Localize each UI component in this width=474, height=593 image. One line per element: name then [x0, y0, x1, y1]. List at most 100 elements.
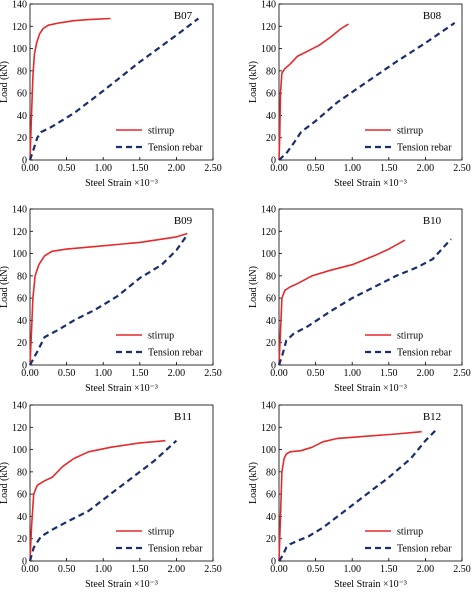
x-tick-label: 1.00	[94, 564, 112, 575]
plot-frame	[278, 208, 463, 366]
y-tick-label: 100	[261, 44, 276, 55]
x-tick-label: 0.50	[307, 368, 325, 379]
chart-panel-1: 0 20 40 60 80 100 120 140 0.00 0.50 1.00 1.50 2.00 2.…	[0, 0, 222, 189]
y-tick-label: 80	[17, 66, 27, 77]
y-tick-label: 100	[12, 249, 27, 260]
y-axis-label: Load (kN)	[0, 462, 10, 504]
series-line-stirrup	[29, 232, 188, 366]
legend-label-stirrup: stirrup	[397, 126, 423, 137]
y-tick-label: 140	[261, 0, 276, 11]
x-tick-label: 2.50	[204, 163, 222, 174]
plot-frame	[29, 3, 214, 161]
x-tick-label: 1.00	[94, 163, 112, 174]
y-tick-label: 140	[12, 0, 27, 11]
x-tick-label: 2.50	[453, 163, 471, 174]
y-tick-label: 80	[266, 66, 276, 77]
y-tick-label: 20	[17, 534, 27, 545]
panel-title: B09	[174, 215, 193, 227]
y-tick-label: 100	[12, 445, 27, 456]
y-tick-label: 0	[271, 156, 276, 167]
y-tick-label: 0	[271, 557, 276, 568]
y-tick-label: 20	[266, 534, 276, 545]
y-tick-label: 0	[22, 156, 27, 167]
y-axis-label: Load (kN)	[0, 61, 10, 103]
x-tick-label: 2.00	[168, 163, 186, 174]
x-tick-label: 1.50	[131, 163, 149, 174]
x-axis-label: Steel Strain ×10⁻³	[85, 579, 158, 590]
chart-panel-4: 0 20 40 60 80 100 120 140 0.00 0.50 1.00 1.50 2.00 2.…	[248, 205, 471, 395]
series-line-stirrup	[278, 430, 422, 562]
y-tick-label: 0	[22, 361, 27, 372]
series-line-stirrup	[29, 439, 166, 562]
y-tick-label: 100	[261, 249, 276, 260]
legend-label-stirrup: stirrup	[397, 331, 423, 342]
y-tick-label: 120	[12, 22, 27, 33]
x-axis-label: Steel Strain ×10⁻³	[334, 579, 407, 590]
y-tick-label: 120	[261, 22, 276, 33]
series-line-tension-rebar	[278, 21, 456, 161]
y-tick-label: 20	[17, 133, 27, 144]
legend-label-tension-rebar: Tension rebar	[148, 544, 203, 555]
series-line-tension-rebar	[29, 233, 189, 366]
x-tick-label: 0.00	[21, 163, 39, 174]
panel-title: B11	[174, 411, 192, 423]
y-tick-label: 120	[12, 227, 27, 238]
series-line-tension-rebar	[28, 17, 200, 161]
x-tick-label: 0.00	[270, 163, 288, 174]
x-tick-label: 1.50	[380, 163, 398, 174]
y-tick-label: 80	[266, 467, 276, 478]
x-tick-label: 2.50	[204, 368, 222, 379]
y-tick-label: 0	[271, 361, 276, 372]
y-tick-label: 40	[17, 316, 27, 327]
legend-label-tension-rebar: Tension rebar	[397, 544, 452, 555]
y-tick-label: 60	[17, 490, 27, 501]
x-tick-label: 1.00	[343, 163, 361, 174]
chart-panel-3: 0 20 40 60 80 100 120 140 0.00 0.50 1.00 1.50 2.00 2.…	[0, 205, 222, 395]
x-axis-label: Steel Strain ×10⁻³	[85, 383, 158, 394]
x-axis-label: Steel Strain ×10⁻³	[334, 178, 407, 189]
y-tick-label: 140	[261, 205, 276, 216]
legend-label-stirrup: stirrup	[148, 527, 174, 538]
y-tick-label: 40	[266, 512, 276, 523]
x-tick-label: 1.00	[343, 564, 361, 575]
x-tick-label: 2.00	[168, 564, 186, 575]
series-line-tension-rebar	[278, 428, 438, 562]
y-axis-label: Load (kN)	[248, 462, 259, 504]
y-tick-label: 40	[266, 111, 276, 122]
x-tick-label: 0.50	[307, 163, 325, 174]
x-tick-label: 1.00	[343, 368, 361, 379]
panel-title: B07	[174, 10, 193, 22]
x-tick-label: 1.00	[94, 368, 112, 379]
y-axis-label: Load (kN)	[0, 266, 10, 308]
y-tick-label: 40	[266, 316, 276, 327]
x-tick-label: 0.00	[21, 368, 39, 379]
legend-label-tension-rebar: Tension rebar	[148, 143, 203, 154]
legend-label-tension-rebar: Tension rebar	[397, 143, 452, 154]
y-tick-label: 60	[266, 490, 276, 501]
x-tick-label: 0.00	[21, 564, 39, 575]
x-tick-label: 2.50	[453, 564, 471, 575]
x-tick-label: 1.50	[380, 368, 398, 379]
x-tick-label: 0.50	[58, 368, 76, 379]
y-tick-label: 60	[17, 89, 27, 100]
chart-panel-2: 0 20 40 60 80 100 120 140 0.00 0.50 1.00 1.50 2.00 2.…	[248, 0, 471, 189]
y-tick-label: 120	[261, 227, 276, 238]
series-line-tension-rebar	[277, 238, 452, 366]
y-tick-label: 80	[266, 271, 276, 282]
x-tick-label: 2.00	[417, 163, 435, 174]
y-tick-label: 40	[17, 512, 27, 523]
chart-panel-5: 0 20 40 60 80 100 120 140 0.00 0.50 1.00 1.50 2.00 2.…	[0, 401, 222, 591]
x-tick-label: 2.50	[204, 564, 222, 575]
x-axis-label: Steel Strain ×10⁻³	[334, 383, 407, 394]
y-tick-label: 20	[17, 338, 27, 349]
series-line-stirrup	[29, 17, 111, 161]
y-tick-label: 60	[17, 294, 27, 305]
legend-label-stirrup: stirrup	[148, 126, 174, 137]
y-tick-label: 120	[261, 423, 276, 434]
series-line-stirrup	[278, 239, 406, 366]
plot-frame	[29, 208, 214, 366]
x-tick-label: 2.00	[168, 368, 186, 379]
legend-label-tension-rebar: Tension rebar	[397, 348, 452, 359]
series-line-tension-rebar	[28, 439, 178, 562]
